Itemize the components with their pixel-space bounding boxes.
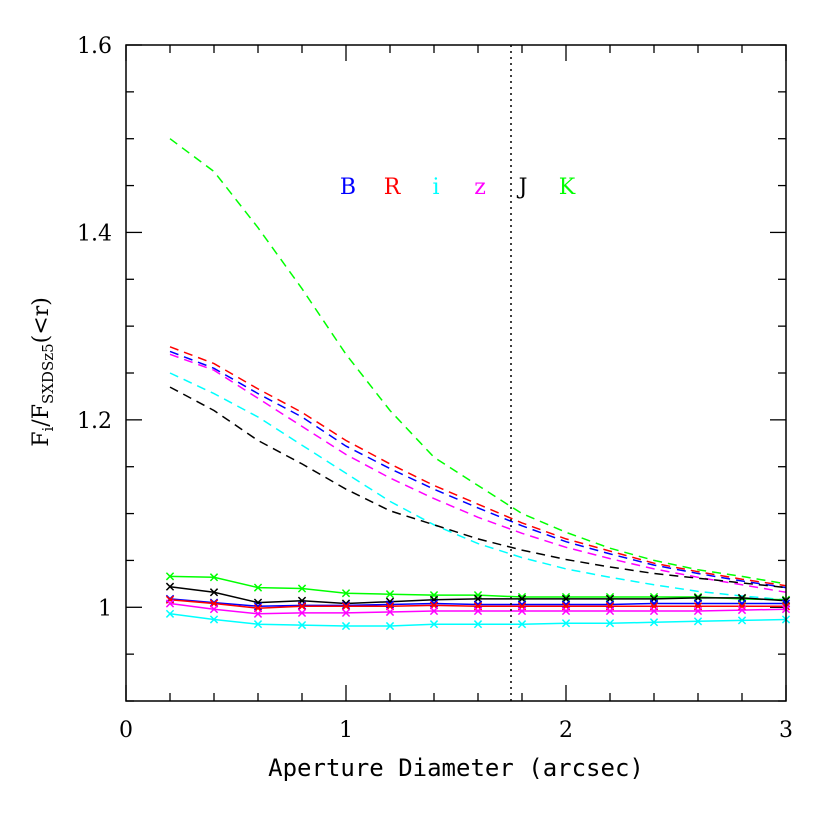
point-z bbox=[517, 606, 527, 616]
point-i bbox=[693, 617, 703, 626]
point-i bbox=[473, 620, 483, 629]
point-K bbox=[297, 584, 307, 593]
point-i bbox=[253, 620, 263, 629]
y-axis-label-tail: (<r) bbox=[29, 297, 54, 343]
point-i bbox=[341, 621, 351, 631]
point-R bbox=[297, 602, 307, 611]
legend-entry-K: K bbox=[559, 175, 576, 200]
point-i bbox=[209, 615, 219, 624]
plot-frame bbox=[125, 44, 787, 702]
x-tick-label: 0 bbox=[119, 718, 133, 743]
x-tick-label: 3 bbox=[779, 718, 793, 743]
series-z-dashed bbox=[169, 353, 787, 594]
x-tick-label: 1 bbox=[339, 718, 353, 743]
y-axis-label-sep: /F bbox=[29, 404, 54, 427]
point-z bbox=[561, 606, 571, 616]
y-tick-label: 1 bbox=[98, 596, 112, 621]
point-i bbox=[385, 621, 395, 631]
y-tick-label: 1.2 bbox=[77, 409, 112, 434]
series-J-dashed bbox=[169, 386, 787, 589]
series-i-dashed bbox=[169, 372, 787, 601]
point-z bbox=[737, 605, 747, 615]
point-i bbox=[297, 620, 307, 630]
point-z bbox=[165, 599, 175, 608]
series-K-solid bbox=[169, 575, 787, 601]
x-axis-label: Aperture Diameter (arcsec) bbox=[268, 754, 644, 782]
point-K bbox=[209, 573, 219, 582]
series-R-dashed bbox=[169, 346, 787, 587]
point-i bbox=[649, 618, 659, 627]
point-i bbox=[165, 609, 175, 618]
point-i bbox=[605, 619, 615, 628]
y-tick-label: 1.4 bbox=[77, 221, 112, 246]
y-axis-label-sub1: i bbox=[39, 427, 57, 432]
point-K bbox=[165, 572, 175, 581]
y-axis-label: Fi/FSXDSz5(<r) bbox=[29, 297, 57, 447]
legend-entry-R: R bbox=[384, 175, 402, 200]
y-axis-label-main: F bbox=[29, 432, 54, 447]
point-z bbox=[297, 608, 307, 618]
point-K bbox=[385, 590, 395, 599]
point-i bbox=[561, 619, 571, 628]
y-tick-label: 1.6 bbox=[77, 34, 112, 59]
point-R bbox=[341, 602, 351, 611]
point-z bbox=[605, 606, 615, 616]
series-K-dashed bbox=[169, 138, 787, 585]
point-z bbox=[253, 609, 263, 618]
point-i bbox=[737, 616, 747, 625]
point-K bbox=[253, 583, 263, 592]
legend-entry-z: z bbox=[474, 175, 486, 200]
point-z bbox=[209, 605, 219, 614]
point-K bbox=[341, 589, 351, 598]
point-J bbox=[165, 582, 175, 591]
y-axis-label-sub2: SXDSz5 bbox=[39, 343, 57, 404]
legend-entry-i: i bbox=[432, 175, 439, 200]
axis-ticks bbox=[125, 44, 787, 702]
point-J bbox=[209, 588, 219, 597]
point-z bbox=[473, 606, 483, 616]
legend-entry-J: J bbox=[517, 175, 528, 200]
point-z bbox=[693, 606, 703, 616]
series-layer bbox=[165, 138, 791, 631]
point-i bbox=[429, 620, 439, 629]
series-B-dashed bbox=[169, 350, 787, 589]
point-z bbox=[385, 607, 395, 617]
legend-entry-B: B bbox=[340, 175, 356, 200]
point-z bbox=[649, 606, 659, 616]
x-tick-label: 2 bbox=[559, 718, 573, 743]
point-z bbox=[341, 608, 351, 618]
point-i bbox=[517, 620, 527, 629]
point-z bbox=[429, 606, 439, 616]
tick-labels: 0 1 2 3 1 1.2 1.4 1.6 bbox=[77, 34, 793, 743]
